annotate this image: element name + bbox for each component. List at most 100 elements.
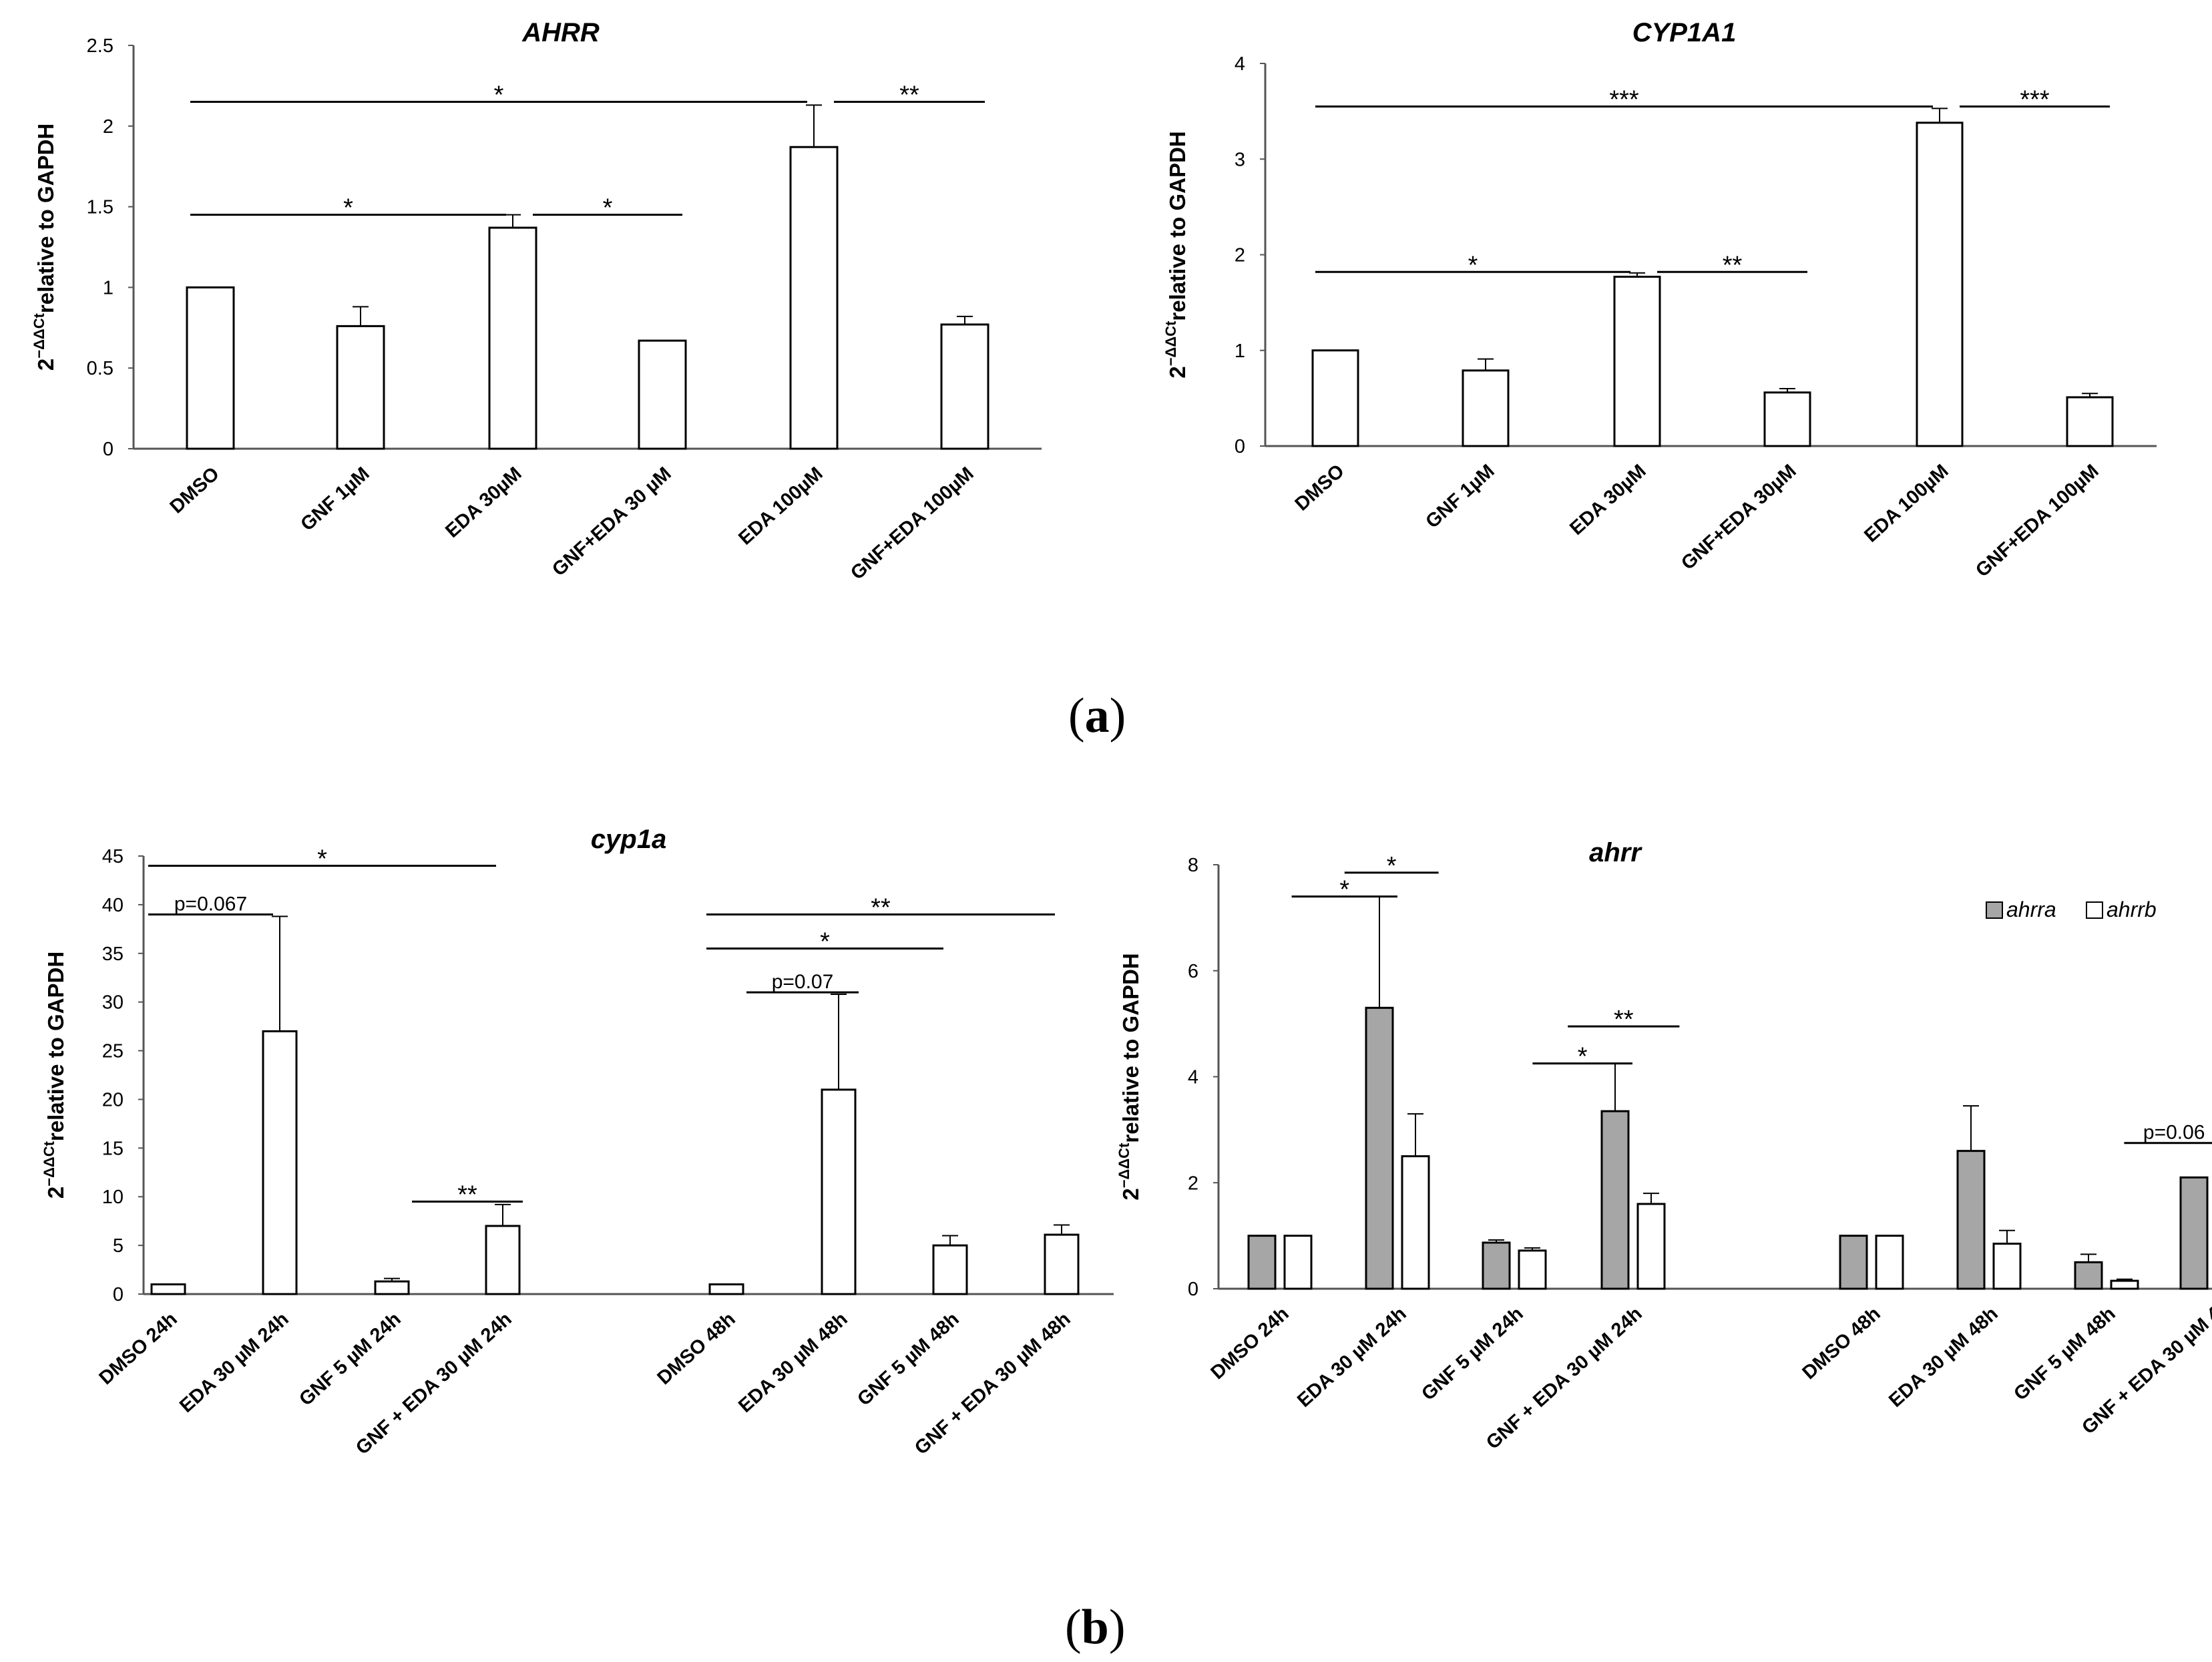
bar-ahrra-1	[1365, 1006, 1394, 1290]
y-axis-label-rest: relative to GAPDH	[1118, 953, 1143, 1142]
bar-CYP1A1-4	[1916, 122, 1964, 447]
bar-cyp1a-2	[374, 1280, 410, 1295]
x-tick-label: EDA 30 µM 48h	[1885, 1303, 2002, 1412]
bar-ahrra-3	[1600, 1110, 1630, 1290]
bar-ahrrb-0	[1283, 1235, 1313, 1290]
y-axis-label: 2−ΔΔCtrelative to GAPDH	[31, 124, 58, 371]
x-tick-label: DMSO 24h	[95, 1308, 181, 1389]
y-tick-label: 25	[102, 1041, 124, 1062]
bar-CYP1A1-5	[2066, 396, 2114, 447]
y-tick-label: 2.5	[87, 35, 114, 57]
y-axis-label-base: 2	[1118, 1188, 1143, 1200]
bar-ahrrb-2	[1518, 1249, 1547, 1290]
y-tick-label: 15	[102, 1138, 124, 1159]
x-tick-label: DMSO 48h	[653, 1308, 739, 1389]
panel-label-a: (a)	[1068, 688, 1126, 745]
bar-ahrrb-6	[2110, 1279, 2139, 1290]
y-axis-label: 2−ΔΔCtrelative to GAPDH	[41, 952, 68, 1199]
x-tick-label: GNF 1µM	[1421, 460, 1498, 532]
y-axis-label-base: 2	[33, 359, 58, 371]
y-tick-label: 10	[102, 1187, 124, 1208]
y-axis-label-base: 2	[43, 1187, 68, 1199]
x-tick-label: GNF 5 µM 24h	[1417, 1303, 1527, 1404]
x-tick-label: DMSO	[166, 463, 224, 517]
legend-label-ahrrb: ahrrb	[2107, 897, 2157, 921]
x-tick-label: EDA 30µM	[1566, 460, 1650, 539]
x-tick-label: GNF+EDA 100µM	[847, 463, 978, 584]
bar-AHRR-3	[638, 339, 687, 450]
bar-AHRR-4	[789, 146, 839, 450]
bar-cyp1a-4	[708, 1283, 744, 1295]
x-tick-label: GNF+EDA 100µM	[1972, 460, 2103, 581]
y-tick-label: 0	[1235, 436, 1245, 457]
significance-label: *	[1468, 251, 1478, 279]
y-axis-label-rest: relative to GAPDH	[1165, 131, 1190, 321]
panel-b-letter: b	[1081, 1600, 1109, 1655]
bar-ahrra-7	[2179, 1176, 2209, 1290]
x-tick-label: EDA 30µM	[441, 463, 525, 542]
y-tick-label: 20	[102, 1089, 124, 1110]
y-axis-label-rest: relative to GAPDH	[33, 124, 58, 313]
bar-cyp1a-6	[932, 1244, 968, 1295]
y-tick-label: 6	[1188, 961, 1198, 982]
significance-label: *	[317, 845, 327, 873]
significance-label: *	[343, 194, 353, 222]
y-axis-label: 2−ΔΔCtrelative to GAPDH	[1116, 953, 1143, 1200]
bar-AHRR-1	[336, 325, 385, 450]
significance-label: *	[1339, 876, 1349, 904]
bar-cyp1a-3	[485, 1225, 521, 1295]
y-tick-label: 30	[102, 992, 124, 1014]
y-axis-label-superscript: −ΔΔCt	[41, 1140, 57, 1186]
significance-label: **	[1723, 251, 1743, 279]
y-tick-label: 4	[1188, 1067, 1198, 1088]
x-tick-label: DMSO	[1291, 460, 1349, 515]
y-axis-label-superscript: −ΔΔCt	[1116, 1142, 1132, 1188]
significance-label: p=0.07	[772, 971, 834, 993]
y-tick-label: 4	[1235, 53, 1245, 75]
panel-a-close: )	[1109, 688, 1126, 743]
y-tick-label: 1.5	[87, 197, 114, 218]
x-tick-label: GNF 5 µM 24h	[295, 1308, 405, 1410]
bar-ahrra-5	[1956, 1150, 1986, 1290]
significance-label: ***	[2020, 85, 2050, 114]
x-tick-label: EDA 100µM	[1860, 460, 1952, 546]
x-tick-label: GNF 1µM	[296, 463, 373, 535]
x-tick-label: EDA 30 µM 24h	[176, 1308, 293, 1417]
panel-a-open: (	[1068, 688, 1085, 743]
y-tick-label: 45	[102, 846, 124, 867]
y-axis-label-superscript: −ΔΔCt	[31, 313, 47, 358]
bar-ahrrb-1	[1401, 1155, 1430, 1290]
bar-AHRR-2	[488, 226, 537, 450]
y-axis-label-superscript: −ΔΔCt	[1162, 321, 1179, 366]
y-tick-label: 0	[113, 1284, 124, 1305]
panel-a-letter: a	[1084, 688, 1110, 743]
bar-ahrra-6	[2074, 1261, 2103, 1290]
y-tick-label: 3	[1235, 149, 1245, 170]
y-tick-label: 2	[103, 116, 114, 138]
significance-label: *	[494, 81, 504, 110]
x-tick-label: DMSO 48h	[1798, 1303, 1884, 1384]
panel-b-open: (	[1065, 1600, 1082, 1655]
bar-AHRR-0	[186, 286, 235, 450]
significance-label: *	[603, 194, 613, 222]
significance-label: **	[457, 1181, 477, 1209]
x-tick-label: EDA 100µM	[734, 463, 827, 549]
chart-cyp1a: cyp1a 2−ΔΔCtrelative to GAPDH 0 5 10 15 20 25 30…	[41, 825, 1114, 1459]
y-tick-label: 40	[102, 895, 124, 916]
bar-ahrra-0	[1247, 1235, 1277, 1290]
chart-title: cyp1a	[591, 825, 666, 854]
significance-label: **	[899, 81, 919, 110]
y-tick-label: 8	[1188, 855, 1198, 876]
panel-label-b: (b)	[1065, 1599, 1125, 1656]
y-tick-label: 5	[113, 1235, 124, 1257]
significance-label: **	[871, 893, 891, 921]
bar-ahrrb-5	[1992, 1243, 2022, 1290]
legend-swatch-ahrra	[1986, 901, 2003, 919]
panel-b-close: )	[1108, 1600, 1126, 1655]
y-tick-label: 35	[102, 944, 124, 965]
y-tick-label: 2	[1188, 1173, 1198, 1194]
bar-cyp1a-1	[262, 1030, 298, 1295]
y-tick-label: 1	[103, 277, 114, 298]
